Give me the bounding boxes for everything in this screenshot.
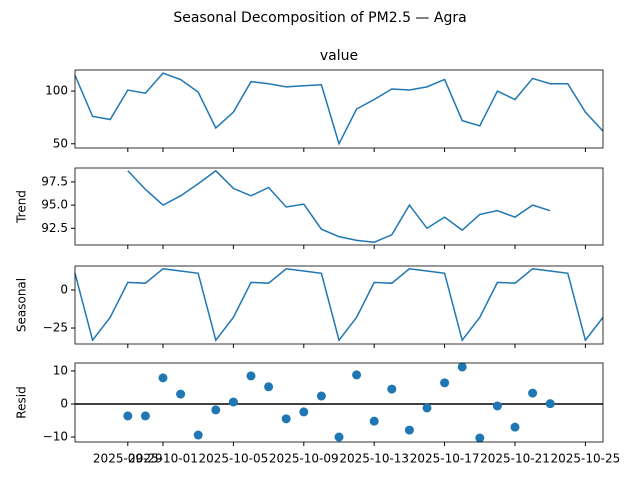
x-tick-label: 2025-09-29 [93,452,163,466]
x-tick-label: 2025-10-05 [199,452,269,466]
scatter-point [510,422,520,432]
scatter-point [334,432,344,442]
scatter-point [176,389,186,399]
scatter-point [492,401,502,411]
y-tick-label: 50 [53,136,68,150]
scatter-point [281,414,291,424]
y-axis-label: Seasonal [15,278,29,332]
scatter-point [528,388,538,398]
line-series [127,169,551,243]
y-tick-label: −10 [43,430,68,444]
scatter-point [123,411,133,421]
axes-frame [74,265,604,345]
x-tick-label: 2025-10-25 [551,452,621,466]
scatter-point [316,391,326,401]
y-tick-label: 92.5 [41,221,68,235]
scatter-point [228,397,238,407]
scatter-point [211,405,221,415]
axes-frame [74,69,604,149]
scatter-point [246,371,256,381]
scatter-point [457,362,467,372]
axes-frame [74,362,604,443]
x-tick-label: 2025-10-01 [128,452,198,466]
line-series [74,72,604,146]
scatter-point [352,370,362,380]
scatter-point [475,433,485,443]
y-axis-label: Resid [15,386,29,418]
y-tick-label: 10 [53,363,68,377]
y-tick-label: 0 [60,283,68,297]
x-tick-label: 2025-10-17 [410,452,480,466]
scatter-point [545,399,555,409]
scatter-point [140,411,150,421]
scatter-point [422,403,432,413]
line-series [74,267,604,342]
x-tick-label: 2025-10-21 [480,452,550,466]
y-tick-label: 100 [45,84,68,98]
y-tick-label: 95.0 [41,198,68,212]
scatter-point [404,425,414,435]
x-tick-label: 2025-10-09 [269,452,339,466]
scatter-point [193,430,203,440]
x-tick-label: 2025-10-13 [339,452,409,466]
scatter-point [264,382,274,392]
y-tick-label: −25 [43,321,68,335]
y-tick-label: 0 [60,396,68,410]
subplot-title: value [320,48,358,64]
scatter-point [299,407,309,417]
scatter-point [440,378,450,388]
y-axis-label: Trend [15,190,29,224]
axes-frame [74,167,604,246]
scatter-point [387,384,397,394]
y-tick-label: 97.5 [41,174,68,188]
scatter-point [369,416,379,426]
figure-title: Seasonal Decomposition of PM2.5 — Agra [173,10,466,26]
scatter-point [158,373,168,383]
